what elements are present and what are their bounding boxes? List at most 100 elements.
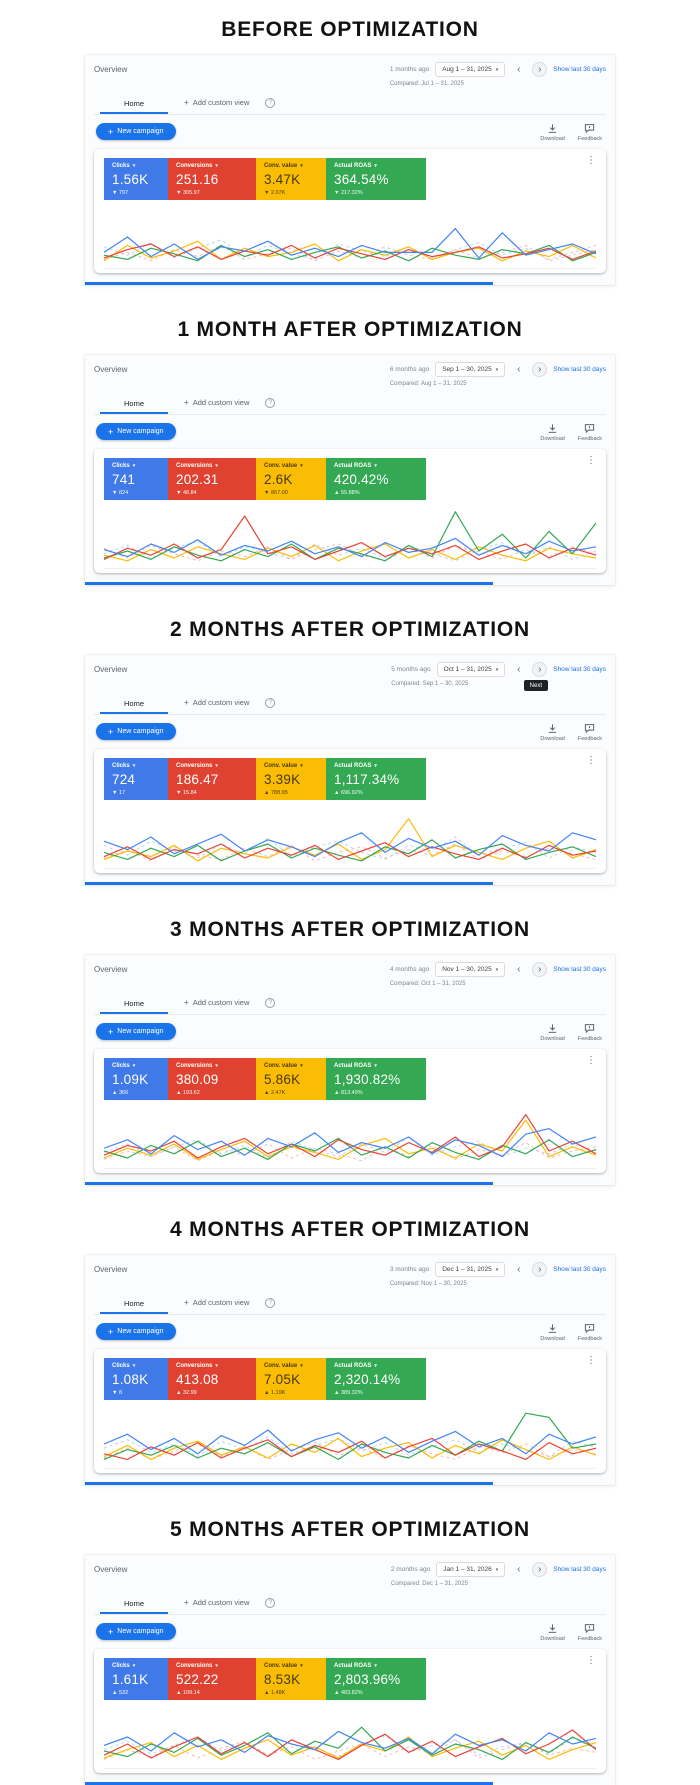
metric-value: 2,803.96% (334, 1672, 401, 1687)
metric-value: 1.61K (112, 1672, 149, 1687)
metric-card-conversions[interactable]: Conversions ▾ 202.31 ▼ 48.84 (168, 458, 256, 500)
metric-card-clicks[interactable]: Clicks ▾ 1.09K ▲ 366 (104, 1058, 168, 1100)
prev-period-button[interactable]: ‹ (511, 1562, 526, 1577)
download-button[interactable]: Download (540, 423, 565, 442)
tab-home[interactable]: Home (100, 994, 169, 1014)
add-custom-view-button[interactable]: + Add custom view (184, 998, 249, 1011)
new-campaign-button[interactable]: + New campaign (96, 123, 176, 140)
help-icon[interactable]: ? (265, 697, 276, 708)
help-icon[interactable]: ? (265, 1297, 276, 1308)
new-campaign-button[interactable]: + New campaign (96, 1623, 176, 1640)
metric-value: 522.22 (176, 1672, 219, 1687)
date-range-select[interactable]: Sep 1 – 30, 2025 ▾ (435, 362, 506, 377)
metric-card-conv-value[interactable]: Conv. value ▾ 8.53K ▲ 1.48K (256, 1658, 326, 1700)
performance-chart (104, 1108, 596, 1168)
metric-value: 202.31 (176, 472, 219, 487)
next-period-button[interactable]: › (532, 662, 548, 677)
feedback-button[interactable]: Feedback (578, 1023, 602, 1042)
metric-card-conv-value[interactable]: Conv. value ▾ 7.05K ▲ 1.19K (256, 1358, 326, 1400)
help-icon[interactable]: ? (265, 997, 276, 1008)
download-button[interactable]: Download (540, 1023, 565, 1042)
metric-card-actual-roas[interactable]: Actual ROAS ▾ 1,930.82% ▲ 813.49% (326, 1058, 426, 1100)
add-custom-view-button[interactable]: + Add custom view (184, 1598, 249, 1611)
add-custom-view-button[interactable]: + Add custom view (184, 698, 249, 711)
metric-card-conv-value[interactable]: Conv. value ▾ 3.39K ▲ 788.95 (256, 758, 326, 800)
download-button[interactable]: Download (540, 123, 565, 142)
date-range-select[interactable]: Nov 1 – 30, 2025 ▾ (435, 962, 506, 977)
metric-card-actual-roas[interactable]: Actual ROAS ▾ 2,803.96% ▲ 483.82% (326, 1658, 426, 1700)
show-last-30-days-link[interactable]: Show last 30 days (553, 966, 606, 973)
help-icon[interactable]: ? (265, 97, 276, 108)
compared-label: Compared: Aug 1 – 31, 2025 (389, 381, 467, 387)
download-button[interactable]: Download (540, 1323, 565, 1342)
help-icon[interactable]: ? (265, 397, 276, 408)
new-campaign-button[interactable]: + New campaign (96, 423, 176, 440)
chevron-down-icon: ▾ (495, 366, 499, 373)
feedback-button[interactable]: Feedback (578, 1323, 602, 1342)
metric-card-actual-roas[interactable]: Actual ROAS ▾ 420.42% ▲ 55.88% (326, 458, 426, 500)
show-last-30-days-link[interactable]: Show last 30 days (553, 1266, 606, 1273)
metric-card-conv-value[interactable]: Conv. value ▾ 5.86K ▲ 2.47K (256, 1058, 326, 1100)
help-icon[interactable]: ? (265, 1597, 276, 1608)
metric-card-clicks[interactable]: Clicks ▾ 741 ▼ 824 (104, 458, 168, 500)
feedback-button[interactable]: Feedback (578, 1623, 602, 1642)
download-button[interactable]: Download (540, 723, 565, 742)
feedback-button[interactable]: Feedback (578, 723, 602, 742)
metric-card-clicks[interactable]: Clicks ▾ 1.61K ▲ 532 (104, 1658, 168, 1700)
kebab-menu-icon[interactable]: ⋮ (583, 755, 599, 766)
show-last-30-days-link[interactable]: Show last 30 days (553, 66, 606, 73)
kebab-menu-icon[interactable]: ⋮ (583, 1055, 599, 1066)
prev-period-button[interactable]: ‹ (511, 962, 526, 977)
metric-card-conversions[interactable]: Conversions ▾ 380.09 ▲ 193.62 (168, 1058, 256, 1100)
chart-area (104, 208, 596, 269)
metric-card-conversions[interactable]: Conversions ▾ 186.47 ▼ 15.84 (168, 758, 256, 800)
chevron-down-icon: ▾ (374, 163, 377, 169)
kebab-menu-icon[interactable]: ⋮ (583, 1655, 599, 1666)
show-last-30-days-link[interactable]: Show last 30 days (553, 666, 606, 673)
new-campaign-button[interactable]: + New campaign (96, 1023, 176, 1040)
prev-period-button[interactable]: ‹ (511, 662, 526, 677)
next-period-button[interactable]: › (532, 62, 548, 77)
metric-label: Clicks (112, 1063, 130, 1069)
next-period-button[interactable]: › (532, 1562, 548, 1577)
tab-home[interactable]: Home (100, 1594, 169, 1614)
metric-card-actual-roas[interactable]: Actual ROAS ▾ 2,320.14% ▲ 389.32% (326, 1358, 426, 1400)
date-range-select[interactable]: Oct 1 – 31, 2025 ▾ (436, 662, 506, 677)
metric-card-actual-roas[interactable]: Actual ROAS ▾ 364.54% ▼ 217.32% (326, 158, 426, 200)
metric-card-actual-roas[interactable]: Actual ROAS ▾ 1,117.34% ▲ 696.92% (326, 758, 426, 800)
kebab-menu-icon[interactable]: ⋮ (583, 455, 599, 466)
feedback-button[interactable]: Feedback (578, 123, 602, 142)
next-period-button[interactable]: › (532, 362, 548, 377)
new-campaign-button[interactable]: + New campaign (96, 723, 176, 740)
feedback-button[interactable]: Feedback (578, 423, 602, 442)
next-period-button[interactable]: › (532, 1262, 548, 1277)
tab-home[interactable]: Home (100, 394, 169, 414)
metric-card-clicks[interactable]: Clicks ▾ 724 ▼ 17 (104, 758, 168, 800)
tab-home[interactable]: Home (100, 694, 169, 714)
add-custom-view-button[interactable]: + Add custom view (184, 398, 249, 411)
add-custom-view-button[interactable]: + Add custom view (184, 98, 249, 111)
metric-card-conv-value[interactable]: Conv. value ▾ 3.47K ▼ 2.07K (256, 158, 326, 200)
date-range-select[interactable]: Aug 1 – 31, 2025 ▾ (435, 62, 506, 77)
tab-home[interactable]: Home (100, 94, 169, 114)
kebab-menu-icon[interactable]: ⋮ (583, 1355, 599, 1366)
prev-period-button[interactable]: ‹ (511, 62, 526, 77)
download-button[interactable]: Download (540, 1623, 565, 1642)
metric-card-conversions[interactable]: Conversions ▾ 251.16 ▼ 305.97 (168, 158, 256, 200)
metric-card-clicks[interactable]: Clicks ▾ 1.56K ▼ 797 (104, 158, 168, 200)
new-campaign-button[interactable]: + New campaign (96, 1323, 176, 1340)
add-custom-view-button[interactable]: + Add custom view (184, 1298, 249, 1311)
kebab-menu-icon[interactable]: ⋮ (583, 155, 599, 166)
prev-period-button[interactable]: ‹ (511, 362, 526, 377)
tab-home[interactable]: Home (100, 1294, 169, 1314)
show-last-30-days-link[interactable]: Show last 30 days (553, 1566, 606, 1573)
show-last-30-days-link[interactable]: Show last 30 days (553, 366, 606, 373)
next-period-button[interactable]: › (532, 962, 548, 977)
metric-card-conversions[interactable]: Conversions ▾ 413.08 ▲ 32.99 (168, 1358, 256, 1400)
metric-card-conversions[interactable]: Conversions ▾ 522.22 ▲ 109.14 (168, 1658, 256, 1700)
date-range-select[interactable]: Jan 1 – 31, 2026 ▾ (436, 1562, 506, 1577)
prev-period-button[interactable]: ‹ (511, 1262, 526, 1277)
metric-card-clicks[interactable]: Clicks ▾ 1.08K ▼ 8 (104, 1358, 168, 1400)
metric-card-conv-value[interactable]: Conv. value ▾ 2.6K ▼ 867.00 (256, 458, 326, 500)
date-range-select[interactable]: Dec 1 – 31, 2025 ▾ (435, 1262, 506, 1277)
